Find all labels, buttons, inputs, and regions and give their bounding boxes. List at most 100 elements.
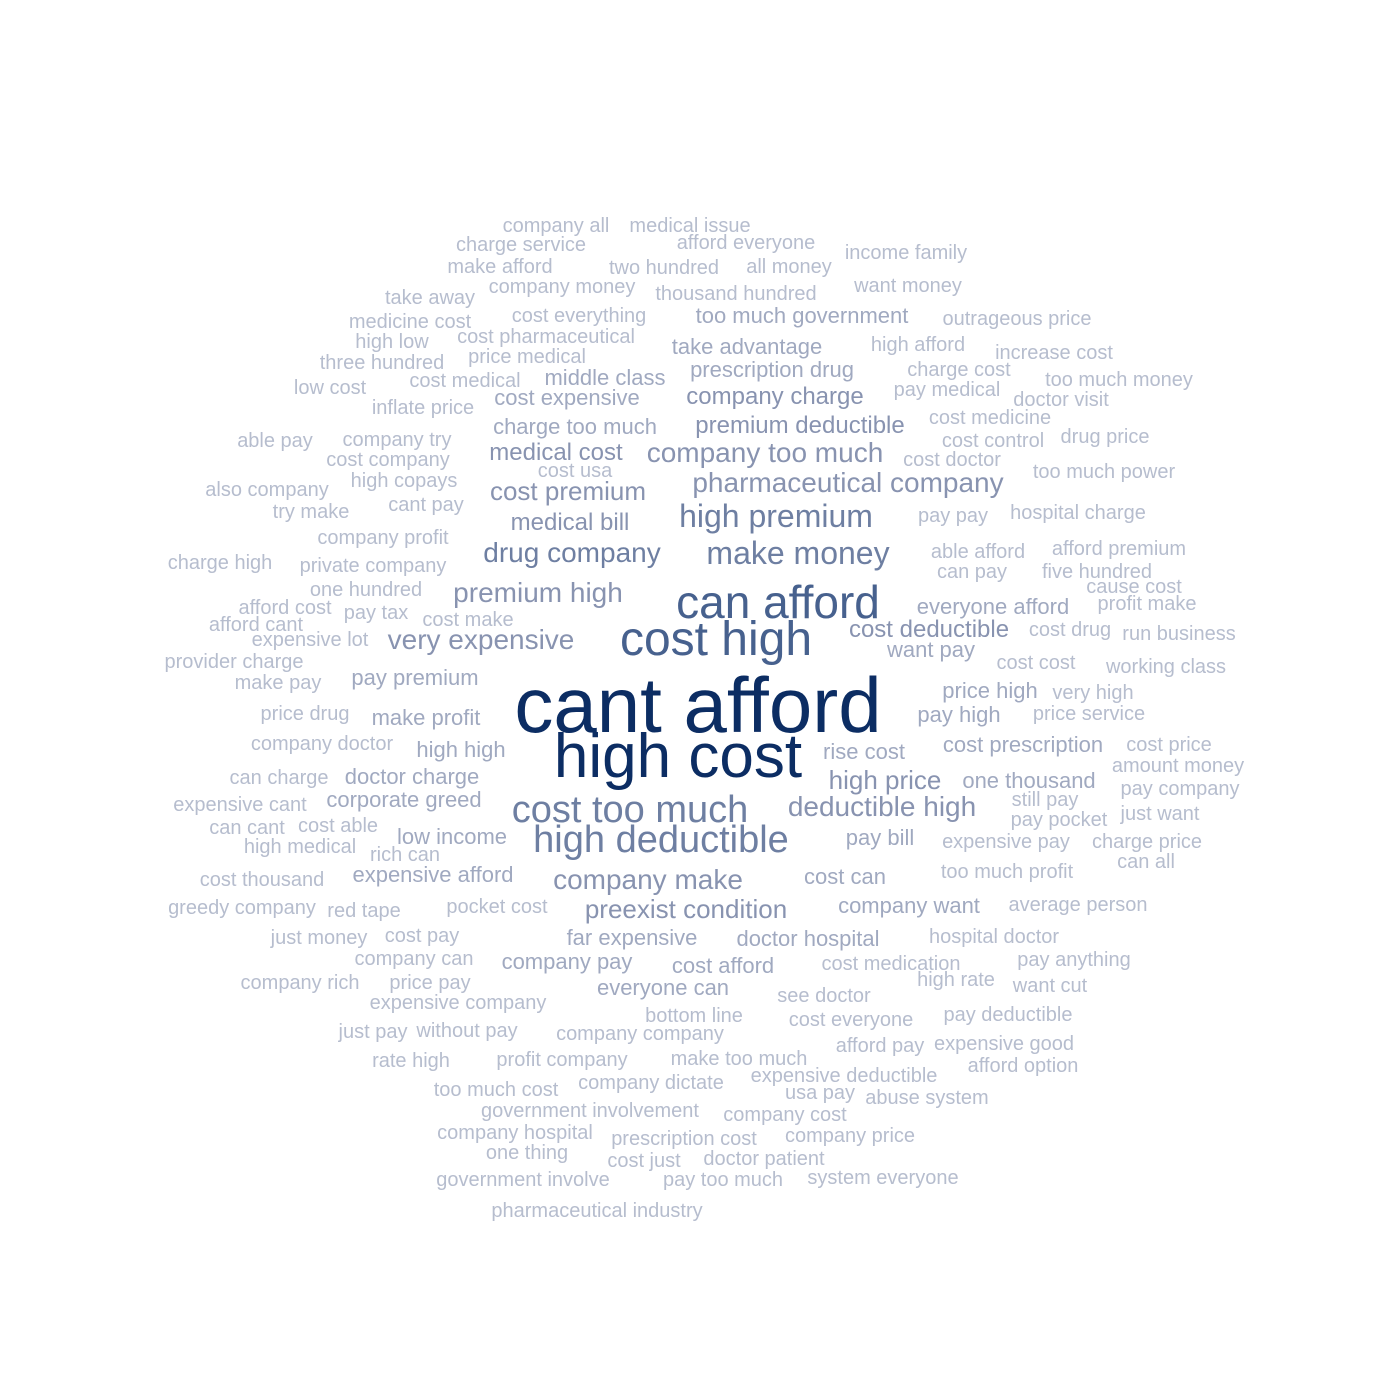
cloud-word: low cost	[293, 377, 367, 399]
cloud-word: system everyone	[807, 1167, 959, 1189]
cloud-word: company profit	[317, 527, 449, 549]
cloud-word: company money	[488, 276, 636, 298]
cloud-word: take away	[384, 287, 476, 309]
cloud-word: cause cost	[1086, 576, 1182, 598]
cloud-word: drug company	[483, 537, 661, 568]
cloud-word: able afford	[930, 541, 1026, 563]
cloud-word: cost prescription	[942, 732, 1104, 757]
cloud-word: company dictate	[578, 1072, 724, 1094]
cloud-word: pay pocket	[1010, 809, 1108, 831]
cloud-word: private company	[299, 555, 447, 577]
cloud-word: pay high	[917, 702, 1001, 727]
cloud-word: premium deductible	[695, 412, 905, 439]
cloud-word: expensive pay	[942, 831, 1070, 853]
cloud-word: cost everything	[511, 305, 647, 327]
cloud-word: premium high	[453, 577, 623, 608]
cloud-word: can afford	[676, 576, 880, 628]
cloud-word: outrageous price	[942, 308, 1092, 330]
cloud-word: pay pay	[917, 505, 989, 527]
cloud-word: medicine cost	[348, 311, 472, 333]
cloud-word: prescription drug	[690, 357, 854, 382]
cloud-word: provider charge	[164, 651, 304, 673]
cloud-word: cost able	[297, 815, 379, 837]
cloud-word: two hundred	[608, 257, 720, 279]
cloud-word: cost expensive	[494, 385, 640, 410]
cloud-word: pay premium	[351, 665, 479, 690]
cloud-word: too much government	[695, 303, 909, 328]
cloud-word: expensive cant	[173, 794, 307, 816]
cloud-word: high cost	[553, 722, 803, 791]
cloud-word: can cant	[209, 817, 285, 839]
cloud-word: can charge	[229, 767, 329, 789]
cloud-word: average person	[1008, 894, 1148, 916]
cloud-word: high afford	[870, 334, 966, 356]
cloud-word: corporate greed	[326, 787, 482, 812]
cloud-word: rich can	[369, 844, 441, 866]
cloud-word: one thousand	[962, 768, 1096, 793]
cloud-word: able pay	[237, 430, 313, 452]
cloud-word: cant afford	[514, 661, 882, 749]
cloud-word: cost afford	[671, 953, 775, 978]
cloud-word: cost price	[1126, 734, 1212, 756]
cloud-word: government involvement	[481, 1100, 699, 1122]
cloud-word: just pay	[338, 1021, 408, 1043]
cloud-word: pay company	[1120, 778, 1240, 800]
cloud-word: afford pay	[835, 1035, 925, 1057]
cloud-word: working class	[1105, 656, 1227, 678]
cloud-word: cost usa	[537, 460, 613, 482]
cloud-word: cost can	[804, 864, 886, 889]
cloud-word: can all	[1117, 851, 1175, 873]
cloud-word: red tape	[327, 900, 401, 922]
cloud-word: doctor hospital	[736, 926, 880, 951]
cloud-word: pay anything	[1017, 949, 1131, 971]
cloud-word: make too much	[670, 1048, 808, 1070]
cloud-word: prescription cost	[611, 1128, 757, 1150]
cloud-word: price pay	[389, 972, 471, 994]
cloud-word: rise cost	[823, 739, 905, 764]
cloud-word: company pay	[501, 949, 633, 974]
cloud-word: make pay	[234, 672, 322, 694]
cloud-word: cost control	[941, 430, 1045, 452]
cloud-word: cost medicine	[928, 407, 1052, 429]
cloud-word: afford cost	[238, 597, 332, 619]
cloud-word: expensive deductible	[750, 1065, 938, 1087]
cloud-word: company try	[342, 429, 452, 451]
cloud-word: can pay	[936, 561, 1008, 583]
cloud-word: cost make	[422, 609, 514, 631]
cloud-word: high low	[355, 331, 429, 353]
cloud-word: all money	[746, 256, 832, 278]
cloud-word: inflate price	[371, 397, 475, 419]
cloud-word: hospital doctor	[928, 926, 1060, 948]
cloud-word: cost high	[619, 613, 813, 666]
cloud-word: company cost	[723, 1104, 847, 1126]
cloud-word: high high	[416, 737, 506, 762]
cloud-word: company charge	[686, 383, 864, 410]
cloud-word: price drug	[260, 703, 350, 725]
cloud-word: cost company	[326, 449, 450, 471]
cloud-word: cost just	[607, 1150, 681, 1172]
cloud-word: expensive good	[933, 1033, 1075, 1055]
cloud-word: pay too much	[662, 1169, 784, 1191]
cloud-word: price medical	[468, 346, 586, 368]
cloud-word: cost doctor	[903, 449, 1001, 471]
cloud-word: pay medical	[893, 379, 1001, 401]
cloud-word: see doctor	[777, 985, 871, 1007]
cloud-word: try make	[272, 501, 350, 523]
cloud-word: cost pay	[384, 925, 460, 947]
cloud-word: low income	[396, 824, 508, 849]
cloud-word: very expensive	[387, 624, 575, 655]
cloud-word: usa pay	[784, 1082, 856, 1104]
cloud-word: afford premium	[1051, 538, 1187, 560]
cloud-word: thousand hundred	[655, 283, 817, 305]
cloud-word: expensive company	[369, 992, 547, 1014]
cloud-word: price high	[942, 678, 1038, 703]
cloud-word: still pay	[1011, 789, 1079, 811]
cloud-word: just money	[270, 927, 368, 949]
cloud-word: greedy company	[168, 897, 316, 919]
cloud-word: charge cost	[907, 359, 1011, 381]
cloud-word: deductible high	[787, 791, 977, 822]
cloud-word: far expensive	[566, 925, 698, 950]
cloud-word: medical cost	[489, 439, 623, 466]
cloud-word: cost deductible	[848, 616, 1010, 643]
cloud-word: cost everyone	[788, 1009, 914, 1031]
